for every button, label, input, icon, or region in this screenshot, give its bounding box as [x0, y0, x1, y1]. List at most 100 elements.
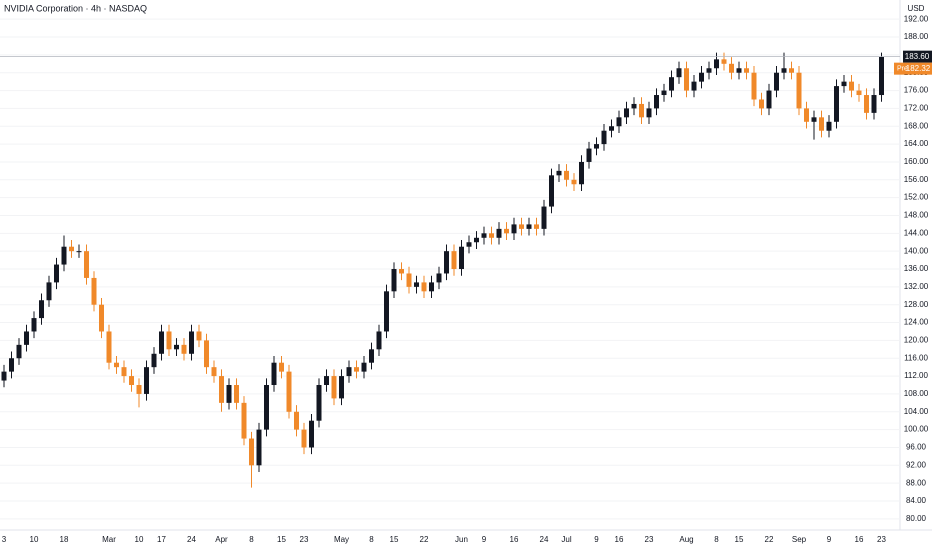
- x-tick-label: 22: [765, 535, 774, 544]
- pre-market-label: 182.32: [906, 64, 931, 73]
- candle-body: [16, 344, 22, 359]
- y-tick-label: 164.00: [904, 139, 929, 148]
- candle-body: [639, 103, 644, 118]
- y-tick-label: 128.00: [904, 300, 929, 309]
- x-tick-label: 23: [877, 535, 886, 544]
- candle-body: [669, 77, 674, 91]
- candle-body: [624, 108, 629, 118]
- candle-body: [871, 95, 877, 113]
- x-tick-label: 9: [482, 535, 487, 544]
- candle-body: [444, 251, 449, 274]
- x-tick-label: Jun: [455, 535, 468, 544]
- x-tick-label: 24: [187, 535, 196, 544]
- candle-body: [451, 251, 457, 270]
- candle-body: [181, 344, 187, 354]
- y-tick-label: 176.00: [904, 86, 929, 95]
- candle-body: [31, 318, 37, 332]
- candle-body: [721, 59, 727, 64]
- x-tick-label: Sep: [792, 535, 807, 544]
- candle-body: [399, 269, 404, 274]
- y-tick-label: 104.00: [904, 407, 929, 416]
- candle-body: [714, 59, 719, 69]
- y-tick-label: 124.00: [904, 318, 929, 327]
- candle-body: [279, 362, 284, 372]
- y-tick-label: 88.00: [906, 478, 927, 487]
- candle-body: [241, 402, 247, 439]
- candle-body: [46, 282, 52, 301]
- x-tick-label: 8: [369, 535, 374, 544]
- x-tick-label: 15: [390, 535, 399, 544]
- y-tick-label: 108.00: [904, 389, 929, 398]
- candle-body: [91, 277, 97, 305]
- candle-body: [39, 300, 44, 319]
- x-tick-label: 10: [135, 535, 144, 544]
- candle-body: [391, 269, 397, 292]
- candle-body: [196, 331, 202, 341]
- candle-body: [781, 68, 787, 73]
- y-tick-label: 152.00: [904, 193, 929, 202]
- candle-body: [436, 273, 442, 283]
- candle-body: [226, 385, 232, 403]
- candle-body: [271, 362, 277, 386]
- candle-body: [736, 68, 742, 73]
- candle-body: [61, 246, 67, 265]
- candle-body: [1, 371, 7, 381]
- candle-body: [676, 68, 682, 78]
- x-tick-label: 10: [30, 535, 39, 544]
- y-tick-label: 144.00: [904, 228, 929, 237]
- candle-body: [834, 86, 839, 122]
- candle-body: [136, 385, 142, 394]
- candle-body: [264, 385, 269, 430]
- candle-body: [879, 56, 884, 96]
- x-tick-label: 17: [157, 535, 166, 544]
- candle-body: [811, 117, 817, 122]
- y-tick-label: 132.00: [904, 282, 929, 291]
- y-tick-label: 112.00: [904, 371, 928, 380]
- candle-body: [174, 344, 179, 350]
- candle-body: [744, 68, 749, 73]
- candle-body: [556, 170, 562, 176]
- candle-body: [706, 68, 712, 73]
- candle-body: [189, 331, 194, 354]
- y-tick-label: 160.00: [904, 157, 929, 166]
- candle-body: [9, 358, 14, 372]
- candle-body: [331, 376, 337, 399]
- candle-body: [286, 371, 292, 412]
- candle-body: [159, 331, 164, 354]
- candle-body: [751, 72, 757, 100]
- candle-body: [301, 429, 307, 448]
- candle-body: [459, 246, 464, 270]
- candle-body: [774, 72, 779, 91]
- x-tick-label: 22: [420, 535, 429, 544]
- candle-body: [534, 224, 539, 229]
- y-tick-label: 80.00: [906, 514, 927, 523]
- y-tick-label: 172.00: [904, 104, 929, 113]
- candle-body: [489, 233, 494, 238]
- candle-body: [219, 376, 224, 403]
- last-price-label: 183.60: [905, 52, 930, 61]
- candle-body: [789, 68, 794, 73]
- x-tick-label: 24: [540, 535, 549, 544]
- candle-body: [699, 72, 704, 82]
- x-tick-label: 9: [827, 535, 832, 544]
- candle-body: [429, 282, 434, 292]
- candle-body: [361, 362, 367, 372]
- candle-body: [249, 438, 254, 466]
- x-tick-label: 23: [645, 535, 654, 544]
- candle-body: [204, 340, 209, 368]
- candle-body: [54, 264, 59, 283]
- candle-body: [99, 304, 104, 332]
- candle-body: [661, 90, 667, 96]
- candle-body: [519, 224, 524, 229]
- x-tick-label: 23: [300, 535, 309, 544]
- pre-market-name: Pre: [897, 66, 908, 73]
- y-tick-label: 148.00: [904, 211, 929, 220]
- candle-body: [234, 385, 239, 403]
- currency: USD: [908, 4, 925, 13]
- x-tick-label: 16: [615, 535, 624, 544]
- candle-body: [804, 108, 809, 122]
- candle-body: [654, 95, 659, 109]
- candle-body: [631, 103, 637, 109]
- candle-body: [129, 376, 134, 386]
